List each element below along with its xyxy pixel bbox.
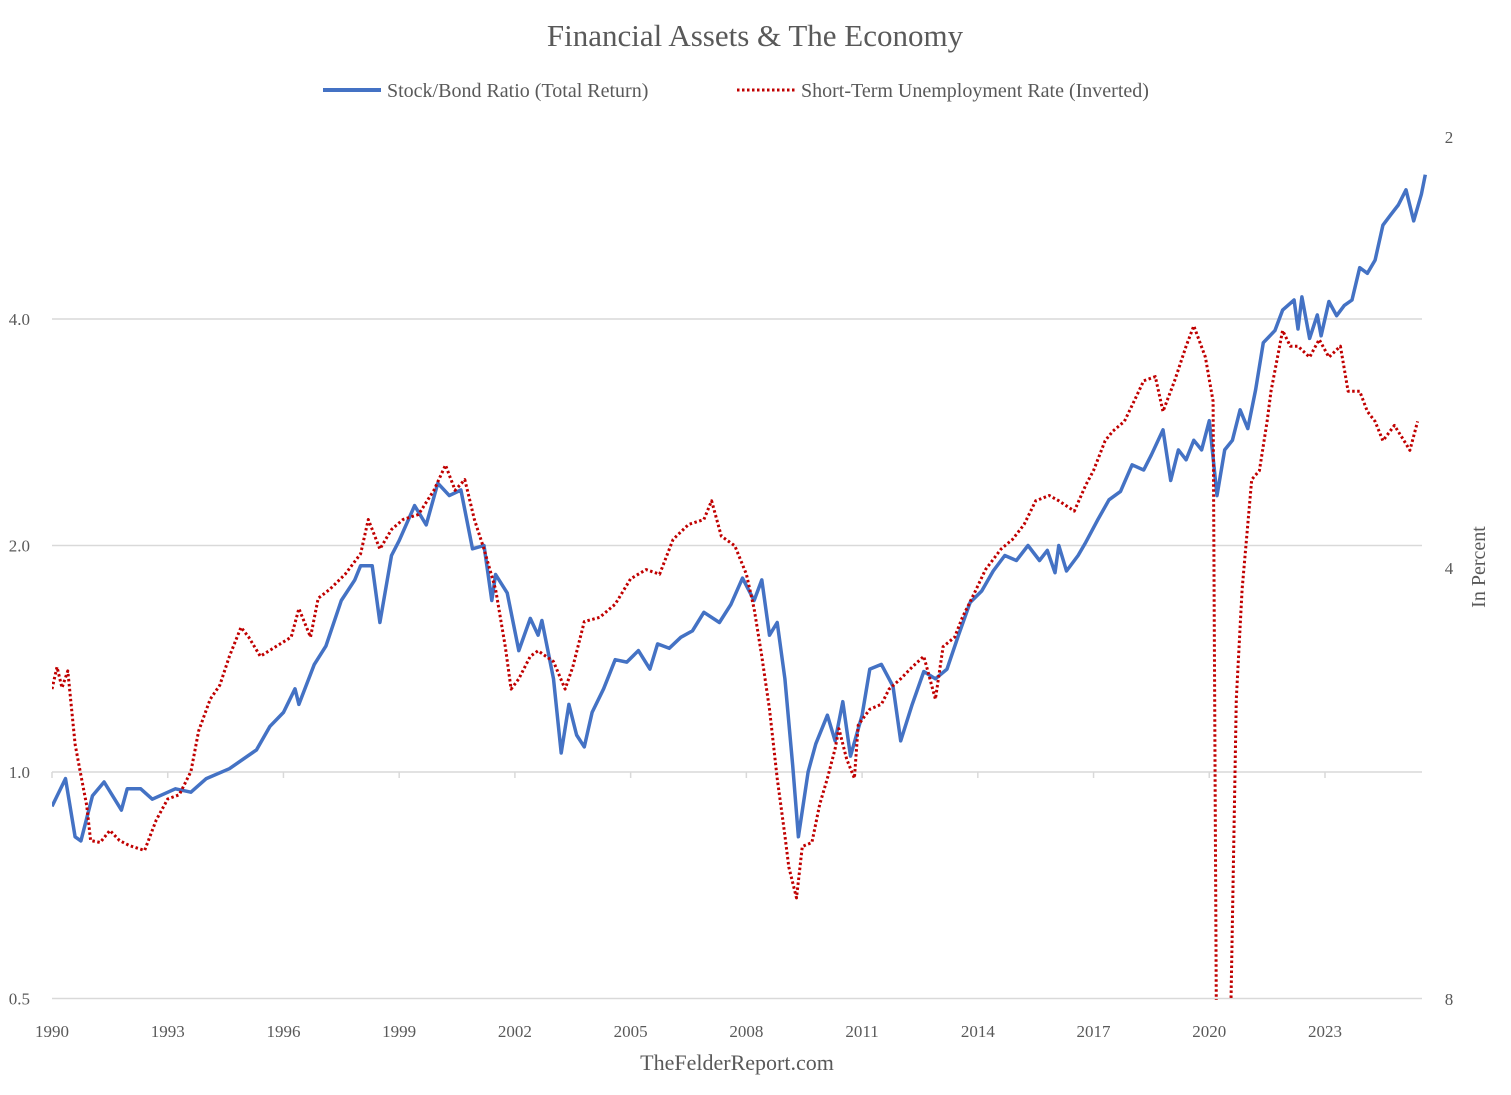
legend: Stock/Bond Ratio (Total Return) Short-Te… — [323, 80, 1149, 102]
chart-title: Financial Assets & The Economy — [547, 18, 964, 53]
x-tick-label: 2023 — [1308, 1022, 1342, 1041]
series-line-stock-bond-ratio — [52, 174, 1428, 843]
x-tick-label: 2017 — [1077, 1022, 1112, 1041]
x-tick-label: 2008 — [729, 1022, 763, 1041]
right-y-tick-label: 8 — [1445, 990, 1454, 1009]
right-y-axis: 2 4 8 — [1445, 128, 1454, 1009]
left-y-axis: 0.5 1.0 2.0 4.0 — [9, 310, 30, 1009]
x-tick-label: 2014 — [961, 1022, 996, 1041]
right-axis-title: In Percent — [1468, 526, 1490, 608]
left-y-tick-label: 1.0 — [9, 763, 30, 782]
x-tick-label: 2005 — [614, 1022, 648, 1041]
x-tick-label: 2002 — [498, 1022, 532, 1041]
left-y-tick-label: 4.0 — [9, 310, 30, 329]
footer-source: TheFelderReport.com — [640, 1050, 834, 1075]
x-axis: 1990 1993 1996 1999 2002 2005 2008 2011 2014 2017… — [35, 772, 1342, 1041]
x-tick-label: 1999 — [382, 1022, 416, 1041]
left-y-tick-label: 2.0 — [9, 537, 30, 556]
series-lines — [52, 174, 1428, 1000]
left-y-tick-label: 0.5 — [9, 990, 30, 1009]
x-tick-label: 2020 — [1192, 1022, 1226, 1041]
x-tick-label: 2011 — [845, 1022, 878, 1041]
gridlines — [52, 318, 1422, 1000]
legend-label-unemployment: Short-Term Unemployment Rate (Inverted) — [801, 80, 1149, 102]
x-tick-label: 1993 — [151, 1022, 185, 1041]
x-tick-label: 1996 — [266, 1022, 300, 1041]
series-line-short-term-unemployment — [52, 324, 1420, 1000]
x-tick-label: 1990 — [35, 1022, 69, 1041]
right-y-tick-label: 4 — [1445, 559, 1454, 578]
legend-label-stock-bond: Stock/Bond Ratio (Total Return) — [387, 80, 648, 102]
right-y-tick-label: 2 — [1445, 128, 1454, 147]
